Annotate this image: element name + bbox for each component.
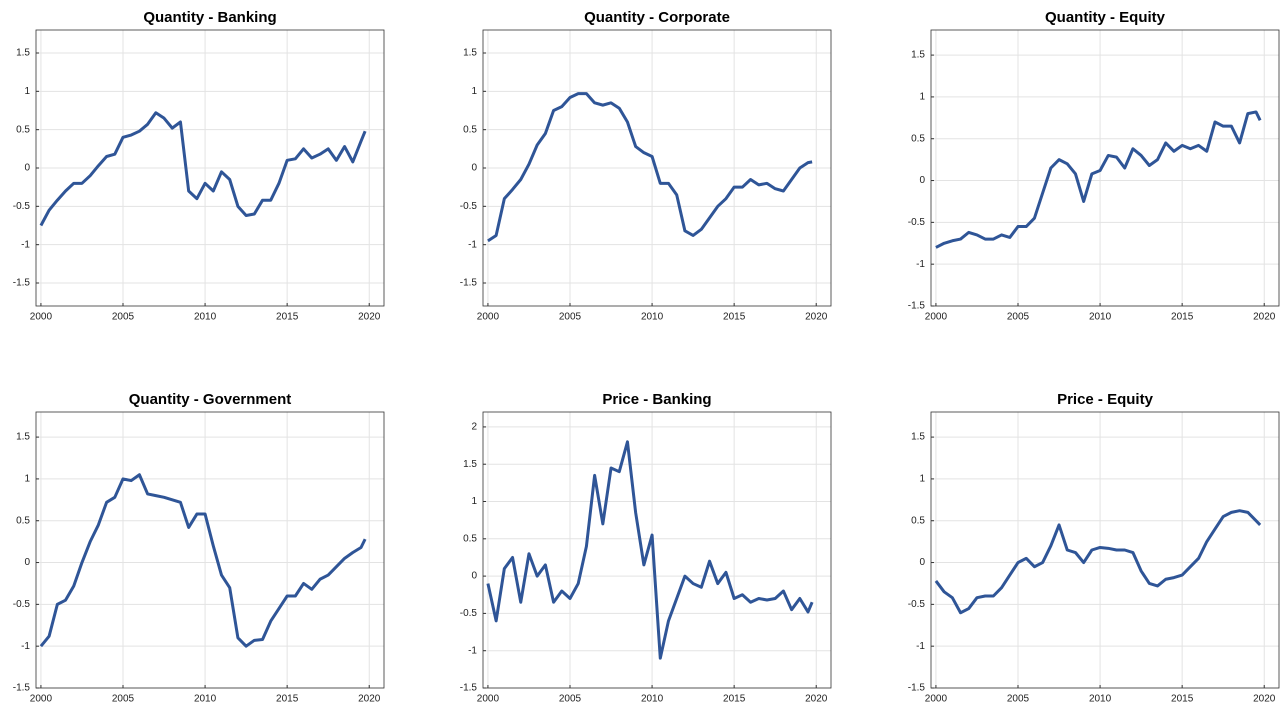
- plot-area: [36, 412, 384, 688]
- y-tick-label: -1: [468, 645, 477, 656]
- x-tick-label: 2000: [925, 694, 948, 705]
- x-tick-label: 2005: [559, 694, 582, 705]
- y-tick-label: 1: [471, 86, 477, 97]
- x-tick-label: 2010: [641, 312, 664, 323]
- y-tick-label: -1.5: [13, 683, 31, 694]
- x-tick-label: 2000: [477, 694, 500, 705]
- chart-title: Quantity - Corporate: [584, 9, 730, 26]
- y-tick-label: -1: [916, 259, 925, 270]
- x-tick-label: 2010: [1089, 312, 1112, 323]
- y-tick-label: 1: [919, 92, 925, 103]
- data-line: [934, 509, 1262, 615]
- chart-title: Price - Equity: [1057, 391, 1154, 408]
- plot-frame: [930, 29, 1280, 307]
- y-tick-label: 1.5: [463, 48, 477, 59]
- x-tick-label: 2010: [194, 694, 217, 705]
- x-tick-label: 2005: [559, 312, 582, 323]
- chart-title: Quantity - Banking: [143, 9, 276, 26]
- plot-frame: [482, 411, 832, 689]
- y-tick-label: -1.5: [460, 683, 478, 694]
- plot-frame: [482, 29, 832, 307]
- data-line: [935, 110, 1262, 249]
- y-tick-label: 0: [24, 163, 30, 174]
- x-tick-label: 2000: [30, 694, 53, 705]
- x-tick-label: 2015: [1171, 312, 1194, 323]
- y-tick-label: 1.5: [463, 459, 477, 470]
- x-tick-label: 2005: [1007, 694, 1030, 705]
- y-tick-label: -1: [916, 641, 925, 652]
- y-tick-label: -0.5: [460, 608, 478, 619]
- x-tick-label: 2000: [30, 312, 53, 323]
- y-tick-label: -1: [468, 239, 477, 250]
- y-tick-label: 0.5: [463, 124, 477, 135]
- x-tick-label: 2020: [1253, 312, 1276, 323]
- y-tick-label: -1.5: [908, 683, 926, 694]
- y-tick-label: 1.5: [16, 48, 30, 59]
- y-tick-label: -0.5: [460, 201, 478, 212]
- x-tick-label: 2000: [925, 312, 948, 323]
- data-line: [39, 111, 367, 227]
- y-tick-label: 0: [919, 175, 925, 186]
- y-tick-label: -0.5: [13, 599, 31, 610]
- x-tick-label: 2020: [358, 694, 381, 705]
- data-line: [487, 92, 813, 243]
- y-tick-label: 0: [471, 571, 477, 582]
- x-tick-label: 2010: [641, 694, 664, 705]
- y-tick-label: 0.5: [463, 533, 477, 544]
- x-tick-label: 2000: [477, 312, 500, 323]
- x-tick-label: 2015: [723, 694, 746, 705]
- y-tick-label: 0: [471, 163, 477, 174]
- y-tick-label: 1.5: [911, 50, 925, 61]
- plot-area: [931, 30, 1279, 306]
- x-tick-label: 2005: [1007, 312, 1030, 323]
- y-tick-label: -0.5: [908, 217, 926, 228]
- x-tick-label: 2010: [1089, 694, 1112, 705]
- plot-frame: [35, 29, 385, 307]
- x-tick-label: 2020: [358, 312, 381, 323]
- data-line: [39, 473, 367, 648]
- y-tick-label: 1: [24, 86, 30, 97]
- plot-frame: [35, 411, 385, 689]
- y-tick-label: 0: [919, 557, 925, 568]
- y-tick-label: 1.5: [16, 432, 30, 443]
- y-tick-label: 0.5: [911, 133, 925, 144]
- chart-title: Quantity - Equity: [1045, 9, 1166, 26]
- y-tick-label: 1: [471, 496, 477, 507]
- y-tick-label: 0.5: [911, 515, 925, 526]
- y-tick-label: 1.5: [911, 432, 925, 443]
- chart-title: Quantity - Government: [129, 391, 292, 408]
- y-tick-label: 0: [24, 557, 30, 568]
- y-tick-label: -1.5: [908, 301, 926, 312]
- y-tick-label: 1: [24, 474, 30, 485]
- x-tick-label: 2015: [723, 312, 746, 323]
- y-tick-label: 0.5: [16, 515, 30, 526]
- x-tick-label: 2005: [112, 694, 135, 705]
- y-tick-label: -1.5: [13, 278, 31, 289]
- x-tick-label: 2020: [1253, 694, 1276, 705]
- y-tick-label: -1: [21, 239, 30, 250]
- x-tick-label: 2015: [1171, 694, 1194, 705]
- x-tick-label: 2020: [805, 694, 828, 705]
- y-tick-label: 2: [471, 422, 477, 433]
- data-line: [486, 440, 814, 660]
- plot-area: [483, 412, 831, 688]
- plot-area: [931, 412, 1279, 688]
- x-tick-label: 2015: [276, 312, 299, 323]
- y-tick-label: -1.5: [460, 278, 478, 289]
- x-tick-label: 2020: [805, 312, 828, 323]
- y-tick-label: -0.5: [908, 599, 926, 610]
- x-tick-label: 2015: [276, 694, 299, 705]
- plot-frame: [930, 411, 1280, 689]
- y-tick-label: 0.5: [16, 124, 30, 135]
- y-tick-label: -1: [21, 641, 30, 652]
- x-tick-label: 2005: [112, 312, 135, 323]
- y-tick-label: -0.5: [13, 201, 31, 212]
- chart-title: Price - Banking: [602, 391, 711, 408]
- x-tick-label: 2010: [194, 312, 217, 323]
- y-tick-label: 1: [919, 474, 925, 485]
